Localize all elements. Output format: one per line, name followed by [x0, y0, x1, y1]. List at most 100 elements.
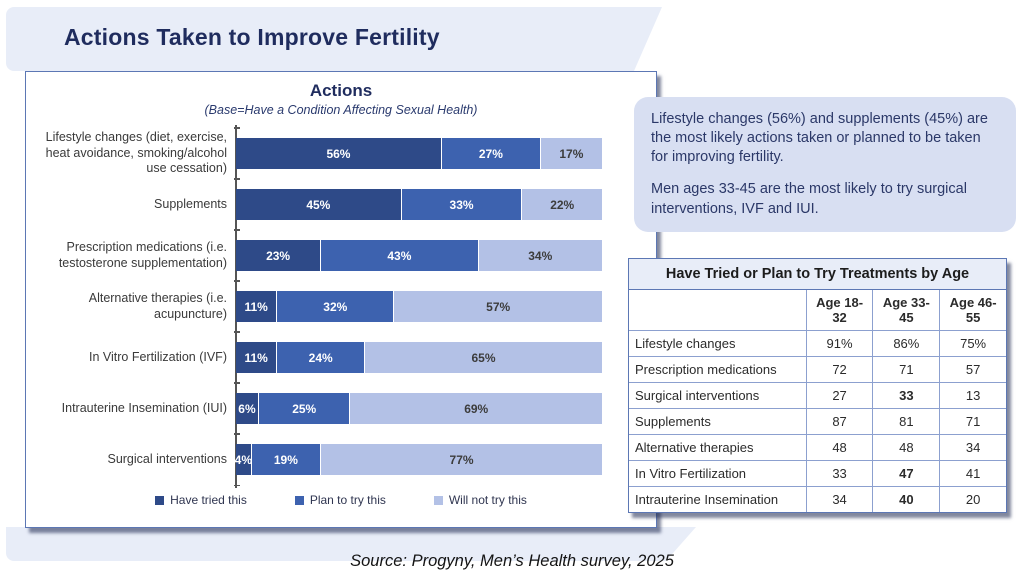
bar-row: Surgical interventions 4% 19% 77%: [32, 433, 656, 486]
category-label: Lifestyle changes (diet, exercise, heat …: [45, 130, 227, 176]
bar-segment-have-tried-this: 11%: [236, 291, 277, 322]
category-label: Supplements: [154, 196, 227, 211]
bar-segment-plan-to-try-this: 32%: [276, 291, 394, 322]
bar-segment-have-tried-this: 6%: [236, 393, 258, 424]
treatment-label-cell: Prescription medications: [629, 356, 807, 383]
table-age-header: Age 33-45: [872, 290, 941, 331]
treatments-by-age-table: Have Tried or Plan to Try Treatments by …: [628, 258, 1007, 513]
insight-paragraph-2: Men ages 33-45 are the most likely to tr…: [651, 181, 967, 217]
bar-segment-will-not-try-this: 34%: [477, 240, 602, 271]
category-label: Prescription medications (i.e. testoster…: [58, 239, 227, 270]
value-cell: 72: [806, 356, 874, 383]
stacked-bar: 11% 32% 57%: [236, 291, 602, 322]
value-cell: 40: [872, 486, 941, 512]
value-cell: 34: [939, 434, 1006, 461]
legend-item: Will not try this: [433, 493, 527, 507]
value-cell: 87: [806, 408, 874, 435]
bar-segment-have-tried-this: 23%: [236, 240, 321, 271]
source-caption: Source: Progyny, Men’s Health survey, 20…: [350, 552, 674, 570]
legend-swatch: [155, 495, 165, 505]
table-header-row: Age 18-32 Age 33-45 Age 46-55: [629, 290, 1006, 331]
bar-row: In Vitro Fertilization (IVF) 11% 24% 65%: [32, 331, 656, 383]
treatment-label-cell: Surgical interventions: [629, 382, 807, 409]
category-label: Surgical interventions: [107, 451, 227, 466]
bar-segment-plan-to-try-this: 24%: [276, 342, 365, 373]
chart-title: Actions: [309, 81, 373, 100]
value-cell: 48: [872, 434, 941, 461]
stacked-bar: 4% 19% 77%: [235, 444, 602, 475]
bar-segment-will-not-try-this: 77%: [320, 444, 602, 475]
header-band: [6, 7, 662, 71]
bar-segment-have-tried-this: 11%: [236, 342, 277, 373]
bar-segment-plan-to-try-this: 25%: [257, 393, 350, 424]
legend-label: Plan to try this: [309, 493, 386, 507]
bar-segment-have-tried-this: 56%: [236, 138, 441, 169]
actions-chart-panel: Actions (Base=Have a Condition Affecting…: [25, 71, 657, 528]
treatment-label-cell: In Vitro Fertilization: [629, 460, 807, 487]
insight-callout: Lifestyle changes (56%) and supplements …: [634, 97, 1016, 232]
value-cell: 71: [939, 408, 1006, 435]
bar-segment-have-tried-this: 45%: [236, 189, 401, 220]
chart-subtitle: (Base=Have a Condition Affecting Sexual …: [204, 103, 478, 117]
legend-item: Have tried this: [155, 493, 247, 507]
page-title: Actions Taken to Improve Fertility: [64, 24, 440, 50]
bar-segment-will-not-try-this: 22%: [521, 189, 602, 220]
value-cell: 13: [939, 382, 1006, 409]
bar-segment-plan-to-try-this: 27%: [440, 138, 540, 169]
value-cell: 20: [965, 492, 981, 507]
legend-label: Have tried this: [170, 493, 247, 507]
value-cell: 41: [939, 460, 1006, 487]
bar-segment-have-tried-this: 4%: [235, 444, 252, 475]
category-label: Alternative therapies (i.e. acupuncture): [88, 290, 227, 321]
treatment-label-cell: Supplements: [629, 408, 807, 435]
value-cell: 86%: [872, 330, 941, 357]
bar-row: Prescription medications (i.e. testoster…: [32, 229, 656, 281]
treatment-label-cell: Lifestyle changes: [629, 330, 807, 357]
age-data-grid: Age 18-32 Age 33-45 Age 46-55 Lifestyle ch…: [629, 290, 1006, 512]
table-row: Supplements 87 81 71: [629, 408, 1006, 435]
table-row: Lifestyle changes 91% 86% 75%: [629, 330, 1006, 357]
value-cell: 33: [872, 382, 941, 409]
y-axis-line: [235, 125, 237, 488]
value-cell: 33: [806, 460, 874, 487]
bar-segment-will-not-try-this: 69%: [349, 393, 602, 424]
treatment-label-cell: Alternative therapies: [629, 434, 807, 461]
value-cell: 75%: [939, 330, 1006, 357]
category-label: Intrauterine Insemination (IUI): [61, 400, 227, 415]
bar-row: Supplements 45% 33% 22%: [32, 178, 656, 230]
table-age-header: Age 46-55: [939, 290, 1006, 331]
table-row: Prescription medications 72 71 57: [629, 356, 1006, 383]
value-cell: 47: [872, 460, 941, 487]
legend-swatch: [294, 495, 304, 505]
value-cell: 48: [806, 434, 874, 461]
bar-segment-will-not-try-this: 17%: [539, 138, 602, 169]
stacked-bar: 23% 43% 34%: [236, 240, 602, 271]
table-title: Have Tried or Plan to Try Treatments by …: [629, 259, 1006, 290]
legend-item: Plan to try this: [294, 493, 386, 507]
table-age-header: Age 18-32: [806, 290, 874, 331]
bar-segment-plan-to-try-this: 33%: [400, 189, 522, 220]
legend-label: Will not try this: [448, 493, 527, 507]
stacked-bar: 6% 25% 69%: [236, 393, 602, 424]
bar-segment-will-not-try-this: 65%: [364, 342, 602, 373]
value-cell: 57: [939, 356, 1006, 383]
bar-chart: Lifestyle changes (diet, exercise, heat …: [26, 125, 656, 488]
insight-paragraph-1: Lifestyle changes (56%) and supplements …: [651, 111, 988, 166]
value-cell: 27: [806, 382, 874, 409]
table-row: Intrauterine Insemination 34 40 20: [629, 486, 1006, 512]
stacked-bar: 11% 24% 65%: [236, 342, 602, 373]
table-row: Surgical interventions 27 33 13: [629, 382, 1006, 409]
bar-segment-plan-to-try-this: 43%: [320, 240, 478, 271]
bar-row: Lifestyle changes (diet, exercise, heat …: [32, 127, 656, 179]
table-corner-cell: [629, 290, 807, 331]
stacked-bar: 56% 27% 17%: [236, 138, 602, 169]
value-cell: 71: [872, 356, 941, 383]
value-cell: 91%: [806, 330, 874, 357]
bar-segment-will-not-try-this: 57%: [393, 291, 602, 322]
table-row: Alternative therapies 48 48 34: [629, 434, 1006, 461]
bar-row: Intrauterine Insemination (IUI) 6% 25% 69%: [32, 382, 656, 434]
chart-legend: Have tried this Plan to try this Will not …: [26, 493, 656, 507]
legend-swatch: [433, 495, 443, 505]
value-cell: 81: [872, 408, 941, 435]
bar-segment-plan-to-try-this: 19%: [250, 444, 321, 475]
